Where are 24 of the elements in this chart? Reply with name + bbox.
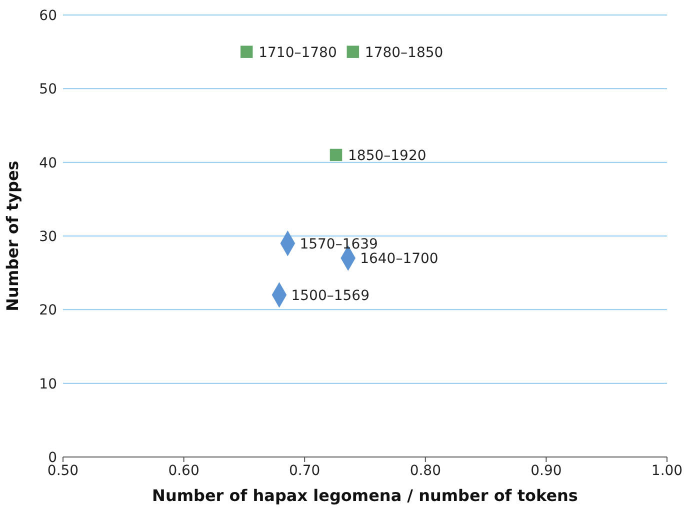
y-axis-title: Number of types bbox=[3, 160, 22, 312]
y-tick-label: 0 bbox=[48, 450, 57, 466]
annotation: 1780–1850 bbox=[364, 44, 444, 61]
point bbox=[240, 46, 253, 58]
point bbox=[330, 148, 342, 162]
x-tick-label: 0.60 bbox=[168, 463, 200, 479]
y-tick-label: 10 bbox=[39, 376, 57, 392]
y-tick-label: 50 bbox=[39, 82, 57, 98]
y-tick-label: 60 bbox=[39, 8, 57, 24]
annotation: 1710–1780 bbox=[258, 44, 337, 61]
annotation: 1570–1639 bbox=[300, 236, 378, 252]
point bbox=[346, 46, 360, 58]
y-tick-label: 40 bbox=[39, 155, 57, 172]
x-tick-label: 0.70 bbox=[289, 463, 320, 479]
annotation: 1640–1700 bbox=[360, 251, 438, 268]
y-tick-label: 30 bbox=[39, 229, 57, 245]
x-tick-label: 0.90 bbox=[530, 463, 562, 479]
annotation: 1850–1920 bbox=[348, 148, 426, 164]
x-tick-label: 1.00 bbox=[651, 463, 683, 479]
annotation: 1500–1569 bbox=[291, 288, 370, 304]
y-tick-label: 20 bbox=[39, 302, 57, 319]
x-axis-title: Number of hapax legomena / number of tokens bbox=[152, 486, 578, 505]
x-tick-label: 0.50 bbox=[47, 463, 79, 479]
x-tick-label: 0.80 bbox=[410, 463, 441, 479]
